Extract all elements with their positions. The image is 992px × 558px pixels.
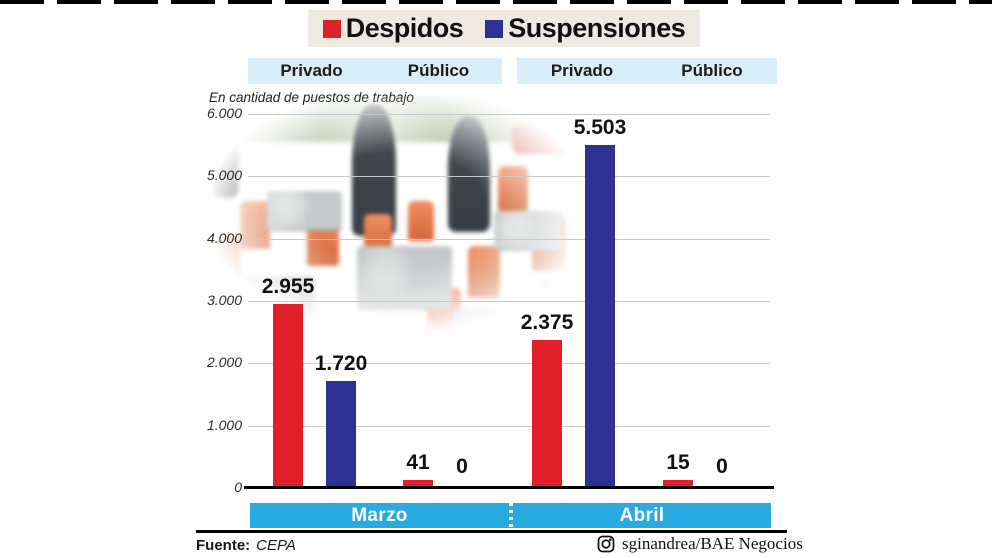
- gridline-3000: [248, 301, 770, 302]
- legend-item-despidos: Despidos: [322, 13, 464, 44]
- sector-header-abril: Privado Público: [517, 58, 777, 84]
- bar-value-label-despidos-marzo-privado: 2.955: [261, 275, 315, 298]
- y-tick-label: 5.000: [206, 167, 242, 184]
- gridline-4000: [248, 238, 770, 240]
- sector-label-publico: Público: [407, 61, 470, 80]
- sector-header-marzo: Privado Público: [248, 58, 502, 84]
- legend-label: Suspensiones: [508, 13, 686, 43]
- instagram-icon: [597, 535, 615, 553]
- bar-value-label-despidos-abril-privado: 2.375: [520, 311, 574, 334]
- bar-value-label-suspensiones-marzo-publico: 0: [456, 455, 468, 478]
- y-tick-label: 1.000: [206, 416, 242, 433]
- month-label-marzo: Marzo: [351, 504, 408, 526]
- bar-value-label-suspensiones-abril-privado: 5.503: [573, 116, 627, 139]
- photo-decor-table: [494, 211, 562, 249]
- legend-label: Despidos: [345, 13, 464, 43]
- credit-attribution: sginandrea/BAE Negocios: [597, 534, 803, 554]
- chart-legend: Despidos Suspensiones: [308, 10, 700, 47]
- source-value: CEPA: [256, 537, 296, 554]
- photo-decor-table: [267, 191, 342, 229]
- suspensiones-swatch-icon: [485, 19, 504, 38]
- footer-divider: [196, 530, 787, 533]
- bar-despidos-abril-privado: [532, 340, 562, 488]
- photo-decor-chair: [498, 166, 528, 211]
- photo-decor-worker: [212, 126, 238, 198]
- month-divider-dotted: [509, 503, 513, 528]
- bar-value-label-despidos-marzo-publico: 41: [406, 451, 430, 474]
- cafeteria-photo: [212, 96, 584, 344]
- y-tick-label: 2.000: [206, 354, 242, 371]
- legend-item-suspensiones: Suspensiones: [485, 13, 686, 44]
- bar-value-label-suspensiones-marzo-privado: 1.720: [314, 352, 368, 375]
- bar-value-label-despidos-abril-publico: 15: [666, 451, 690, 474]
- despidos-swatch-icon: [322, 19, 341, 38]
- sector-label-publico: Público: [681, 61, 743, 80]
- bar-despidos-marzo-privado: [273, 304, 303, 488]
- month-label-abril: Abril: [619, 504, 665, 526]
- gridline-6000: [248, 114, 770, 115]
- gridline-2000: [248, 363, 770, 365]
- y-tick-label: 3.000: [206, 292, 242, 308]
- gridline-1000: [248, 425, 770, 427]
- credit-handle: sginandrea/BAE Negocios: [622, 534, 803, 553]
- y-tick-label: 0: [234, 479, 242, 495]
- sector-label-privado: Privado: [280, 61, 343, 80]
- cafeteria-photo-art: [212, 96, 584, 344]
- photo-decor-chair: [408, 201, 434, 241]
- photo-decor-worker: [448, 116, 490, 232]
- source-label: Fuente:: [196, 537, 251, 554]
- photo-decor-table: [454, 308, 572, 342]
- photo-decor-chair: [240, 201, 270, 249]
- bar-despidos-marzo-publico: [403, 480, 433, 488]
- y-tick-label: 4.000: [206, 229, 242, 246]
- bar-suspensiones-marzo-privado: [326, 381, 356, 488]
- source-attribution: Fuente: CEPA: [196, 537, 296, 554]
- gridline-5000: [248, 176, 770, 178]
- y-tick-label: 6.000: [206, 105, 242, 121]
- photo-decor-table: [357, 246, 452, 308]
- photo-decor-chair: [468, 246, 500, 298]
- bar-value-label-suspensiones-abril-publico: 0: [716, 455, 728, 478]
- bar-despidos-abril-publico: [663, 480, 693, 488]
- x-axis-baseline: [244, 486, 774, 489]
- months-axis-bar: Marzo Abril: [250, 503, 771, 528]
- bar-suspensiones-abril-privado: [585, 145, 615, 488]
- top-dashed-border: [0, 0, 992, 4]
- sector-label-privado: Privado: [550, 61, 614, 80]
- photo-decor-carts: [512, 124, 582, 154]
